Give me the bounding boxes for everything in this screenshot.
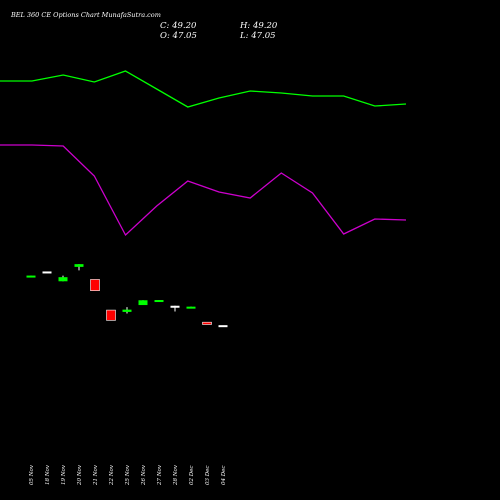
candle <box>186 306 196 309</box>
candle-body <box>74 264 84 267</box>
candle <box>202 321 212 325</box>
candle <box>122 307 132 314</box>
candle-body <box>90 279 100 291</box>
candle-body <box>122 309 132 312</box>
candle <box>138 300 148 306</box>
candle-body <box>106 309 116 321</box>
candles <box>26 264 228 328</box>
candle <box>58 275 68 282</box>
x-tick-label: 19 Nov <box>61 464 67 485</box>
candle <box>90 279 100 291</box>
candle-body <box>186 306 196 309</box>
candle <box>218 325 228 328</box>
overlay-line-1 <box>0 70 407 108</box>
high-price: H: 49.20 <box>239 21 278 31</box>
candle <box>42 271 52 274</box>
candle-body <box>58 277 68 282</box>
overlay-line-2 <box>0 144 407 237</box>
candle-body <box>154 300 164 303</box>
candle <box>170 305 180 312</box>
candle-body <box>202 321 212 325</box>
x-tick-label: 02 Dec <box>189 466 195 486</box>
chart-title: BEL 360 CE Options Chart MunafaSutra.com <box>10 11 161 19</box>
x-tick-label: 20 Nov <box>77 464 83 486</box>
overlay-lines <box>0 70 407 237</box>
x-tick-label: 04 Dec <box>221 466 227 486</box>
candle <box>154 300 164 303</box>
x-tick-label: 18 Nov <box>45 464 51 485</box>
open-price: O: 47.05 <box>160 31 197 41</box>
x-tick-label: 27 Nov <box>157 464 163 486</box>
x-tick-label: 28 Nov <box>173 464 179 486</box>
candle-body <box>26 275 36 278</box>
candle-body <box>218 325 228 328</box>
candle <box>106 309 116 321</box>
x-tick-label: 03 Dec <box>205 466 211 486</box>
x-tick-label: 21 Nov <box>93 464 99 486</box>
x-tick-label: 25 Nov <box>125 464 131 486</box>
candle-body <box>170 305 180 308</box>
candle-body <box>42 271 52 274</box>
candle <box>26 275 36 278</box>
x-tick-label: 22 Nov <box>109 464 115 486</box>
x-tick-label: 26 Nov <box>141 464 147 486</box>
x-tick-label: 05 Nov <box>29 464 35 485</box>
candle <box>74 264 84 271</box>
close-price: C: 49.20 <box>160 21 197 31</box>
low-price: L: 47.05 <box>239 31 276 41</box>
x-axis-labels: 05 Nov 18 Nov 19 Nov 20 Nov 21 Nov 22 Nov 25 N… <box>29 464 227 486</box>
candle-body <box>138 300 148 306</box>
